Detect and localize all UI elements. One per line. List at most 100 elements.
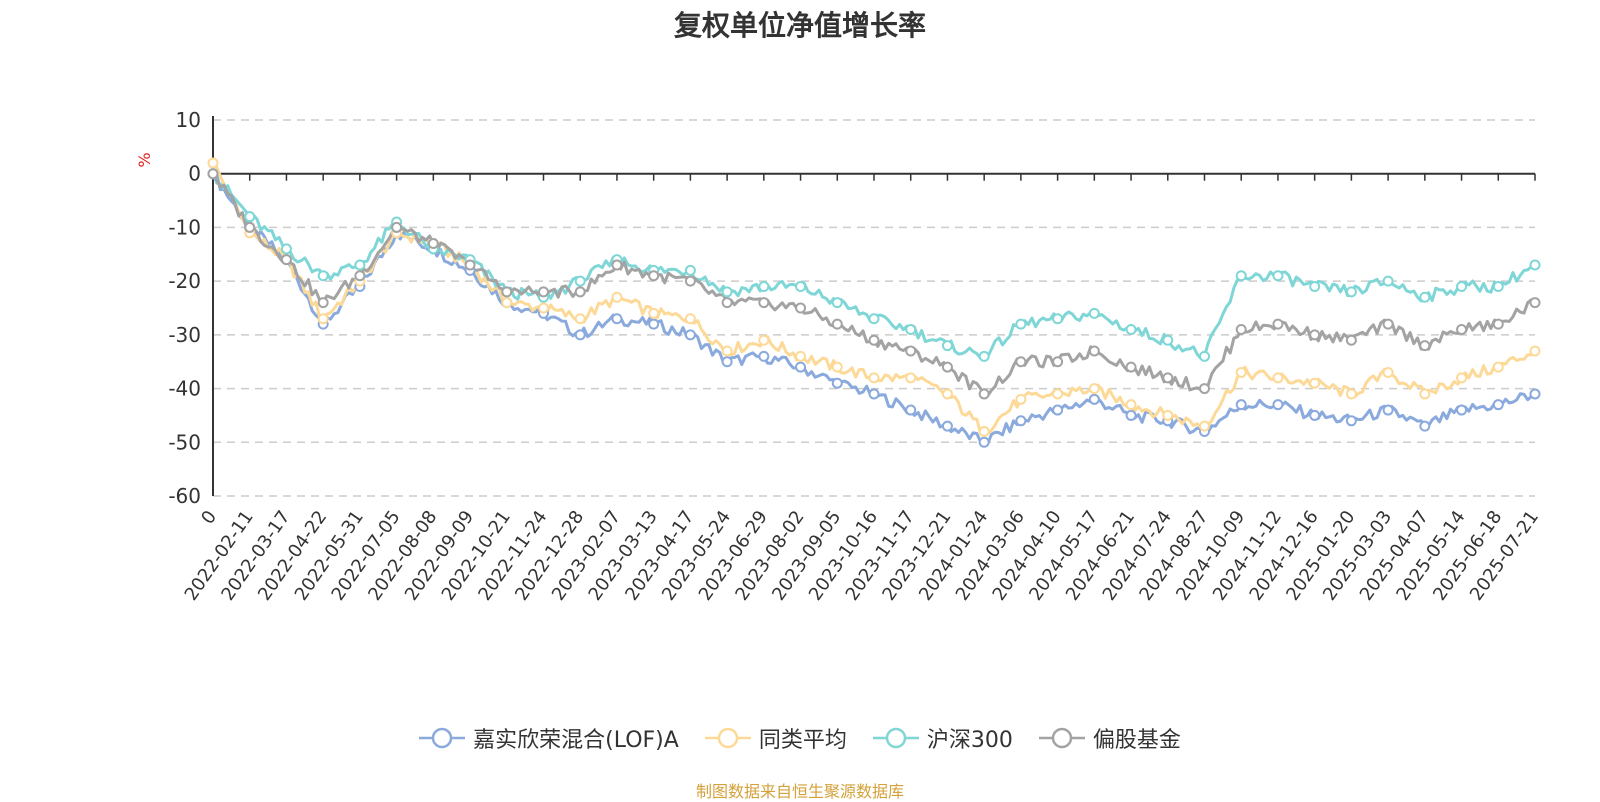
- data-point: [795, 281, 807, 293]
- data-point: [1162, 409, 1174, 421]
- series-line: [211, 173, 1536, 360]
- data-point: [1309, 377, 1321, 389]
- data-point: [684, 313, 696, 325]
- data-point: [1309, 409, 1321, 421]
- data-point: [758, 334, 770, 346]
- data-point: [1162, 372, 1174, 384]
- data-point: [905, 404, 917, 416]
- data-point: [317, 313, 329, 325]
- data-point: [941, 388, 953, 400]
- data-point: [648, 270, 660, 282]
- legend-item[interactable]: 同类平均: [704, 722, 847, 754]
- y-tick-label: -10: [168, 215, 201, 239]
- data-point: [1125, 361, 1137, 373]
- data-point: [501, 297, 513, 309]
- data-point: [684, 329, 696, 341]
- data-point: [721, 356, 733, 368]
- data-point: [1529, 259, 1541, 271]
- data-point: [1235, 366, 1247, 378]
- data-point: [538, 286, 549, 298]
- data-point: [1492, 281, 1504, 293]
- data-point: [354, 270, 366, 282]
- data-point: [1529, 345, 1541, 357]
- data-point: [207, 168, 219, 180]
- data-point: [574, 313, 586, 325]
- data-point: [1309, 281, 1321, 293]
- data-point: [905, 372, 917, 384]
- data-point: [1529, 388, 1541, 400]
- data-point: [1382, 275, 1394, 287]
- data-point: [1382, 404, 1394, 416]
- data-point: [1162, 334, 1174, 346]
- data-point: [1456, 372, 1468, 384]
- y-tick-label: -20: [168, 269, 201, 293]
- data-point: [1052, 313, 1064, 325]
- data-point: [354, 259, 366, 271]
- data-point: [1088, 345, 1100, 357]
- y-tick-label: 10: [176, 108, 201, 132]
- data-point: [1345, 388, 1357, 400]
- data-point: [905, 323, 917, 335]
- data-point: [1309, 329, 1321, 341]
- data-point: [611, 291, 623, 303]
- data-point: [978, 426, 990, 438]
- data-point: [721, 345, 733, 357]
- data-point: [1382, 318, 1394, 330]
- data-point: [1272, 372, 1284, 384]
- legend-item[interactable]: 偏股基金: [1038, 722, 1181, 754]
- data-point: [795, 350, 807, 362]
- data-point: [427, 238, 439, 250]
- data-point: [1052, 404, 1064, 416]
- data-point: [978, 388, 990, 400]
- data-point: [1419, 340, 1431, 352]
- data-point: [1015, 415, 1027, 427]
- legend-swatch-icon: [1038, 727, 1085, 749]
- data-point: [574, 329, 586, 341]
- series-markers: [207, 157, 1541, 448]
- data-point: [244, 211, 256, 223]
- legend-item[interactable]: 沪深300: [872, 722, 1013, 754]
- data-point: [978, 350, 990, 362]
- legend-label: 嘉实欣荣混合(LOF)A: [473, 728, 679, 753]
- data-point: [1088, 393, 1100, 405]
- data-point: [941, 361, 953, 373]
- data-point: [905, 345, 917, 357]
- data-point: [1345, 286, 1357, 298]
- data-point: [684, 264, 696, 276]
- data-point: [317, 270, 329, 282]
- data-point: [1492, 399, 1504, 411]
- data-point: [1125, 399, 1137, 411]
- data-point: [758, 350, 770, 362]
- data-point: [611, 313, 623, 325]
- legend-label: 沪深300: [926, 728, 1013, 753]
- data-point: [868, 372, 880, 384]
- data-point: [1272, 399, 1284, 411]
- data-point: [317, 297, 329, 309]
- data-point: [868, 313, 880, 325]
- series-lines: [211, 161, 1537, 445]
- y-tick-label: -60: [168, 484, 201, 508]
- data-point: [1015, 356, 1027, 368]
- data-point: [207, 157, 219, 169]
- data-point: [831, 318, 843, 330]
- data-point: [1052, 356, 1064, 368]
- data-point: [795, 361, 807, 373]
- data-point: [941, 420, 953, 432]
- data-point: [721, 286, 733, 298]
- data-point: [1235, 399, 1247, 411]
- data-point: [574, 286, 586, 298]
- data-point: [1199, 383, 1210, 395]
- data-point: [574, 275, 586, 287]
- y-axis-unit-label: %: [135, 152, 154, 167]
- data-point: [648, 307, 660, 319]
- data-point: [831, 297, 843, 309]
- data-point: [501, 286, 513, 298]
- data-point: [721, 297, 733, 309]
- legend-item[interactable]: 嘉实欣荣混合(LOF)A: [419, 722, 679, 754]
- series-line: [212, 172, 1536, 445]
- data-point: [464, 259, 476, 271]
- data-point: [1419, 291, 1431, 303]
- data-point: [1125, 409, 1137, 421]
- data-point: [280, 254, 292, 266]
- data-point: [1419, 388, 1431, 400]
